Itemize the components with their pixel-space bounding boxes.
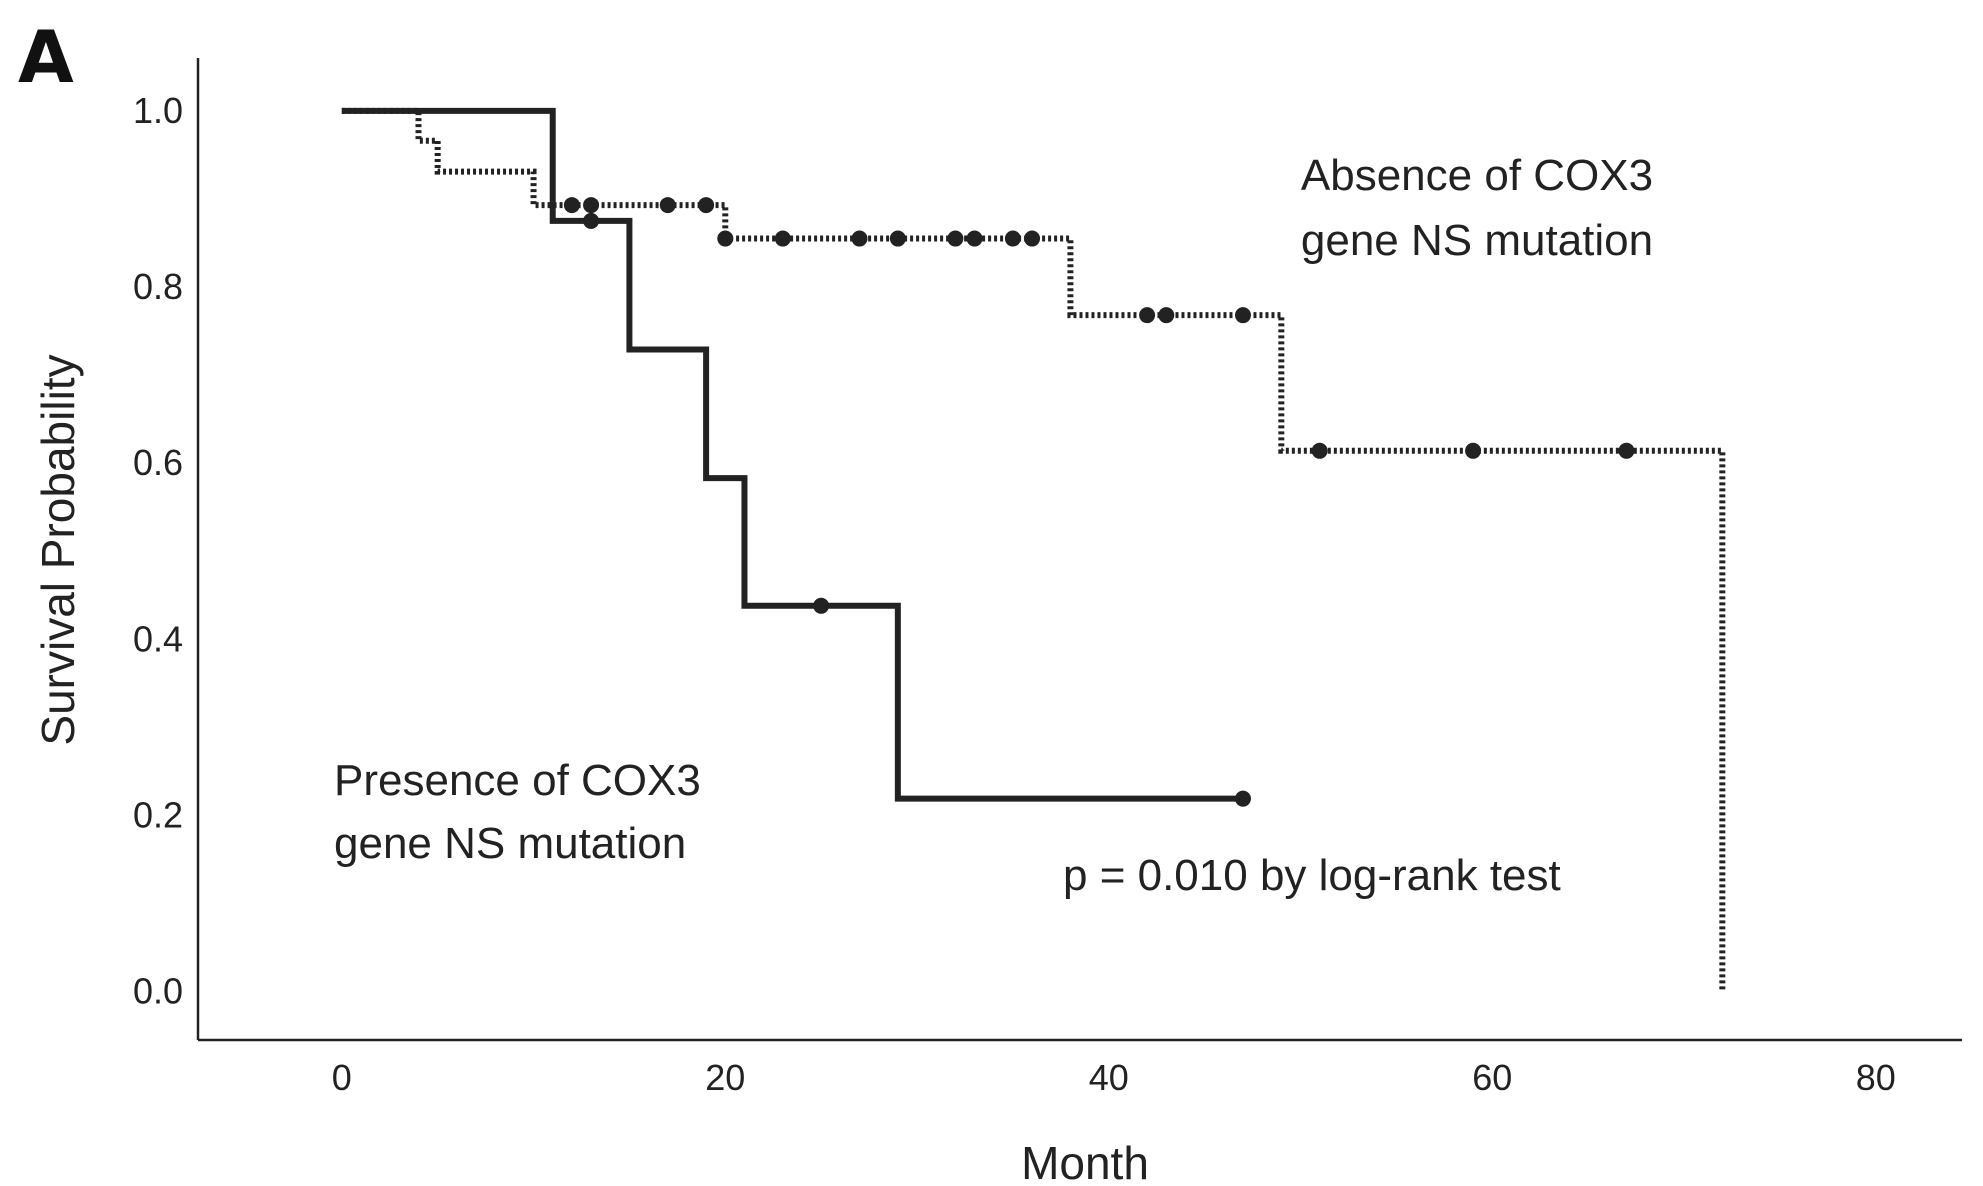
absence-series (341, 107, 1726, 992)
presence-label-line-2: gene NS mutation (334, 819, 686, 868)
x-tick-labels: 0 20 40 60 80 (332, 1057, 1896, 1098)
y-tick-label: 0.0 (133, 971, 183, 1012)
censor-mark (698, 197, 715, 214)
censor-mark (1004, 230, 1021, 247)
censor-mark (1139, 307, 1156, 324)
x-tick-label: 20 (705, 1057, 745, 1098)
y-tick-label: 0.4 (133, 618, 183, 659)
censor-mark (583, 197, 600, 214)
censor-mark (1234, 307, 1251, 324)
y-tick-labels: 0.0 0.2 0.4 0.6 0.8 1.0 (133, 90, 183, 1012)
censor-mark (583, 212, 600, 229)
censor-mark (947, 230, 964, 247)
presence-survival-line (341, 107, 1243, 802)
censor-mark (717, 230, 734, 247)
censor-mark (563, 197, 580, 214)
censor-mark (889, 230, 906, 247)
censor-mark (659, 197, 676, 214)
presence-label-line-1: Presence of COX3 (334, 756, 701, 805)
panel-letter: A (18, 15, 74, 99)
x-axis-label: Month (1021, 1137, 1149, 1186)
presence-series (341, 107, 1251, 807)
censor-mark (1465, 442, 1482, 459)
y-tick-label: 0.8 (133, 266, 183, 307)
p-value-annotation: p = 0.010 by log-rank test (1063, 851, 1561, 900)
censor-mark (813, 597, 830, 614)
x-tick-label: 40 (1089, 1057, 1129, 1098)
censor-mark (966, 230, 983, 247)
y-axis-label: Survival Probability (32, 354, 84, 745)
x-tick-label: 0 (332, 1057, 352, 1098)
y-tick-label: 0.6 (133, 442, 183, 483)
y-tick-label: 0.2 (133, 794, 183, 835)
censor-mark (1158, 307, 1175, 324)
absence-label-line-2: gene NS mutation (1301, 216, 1653, 265)
y-tick-label: 1.0 (133, 90, 183, 131)
censor-mark (1618, 442, 1635, 459)
survival-curves (341, 107, 1726, 992)
censor-mark (1024, 230, 1041, 247)
x-tick-label: 80 (1856, 1057, 1896, 1098)
censor-mark (1234, 790, 1251, 807)
x-tick-label: 60 (1472, 1057, 1512, 1098)
censor-mark (1311, 442, 1328, 459)
censor-mark (851, 230, 868, 247)
absence-label-line-1: Absence of COX3 (1301, 151, 1653, 200)
censor-mark (774, 230, 791, 247)
